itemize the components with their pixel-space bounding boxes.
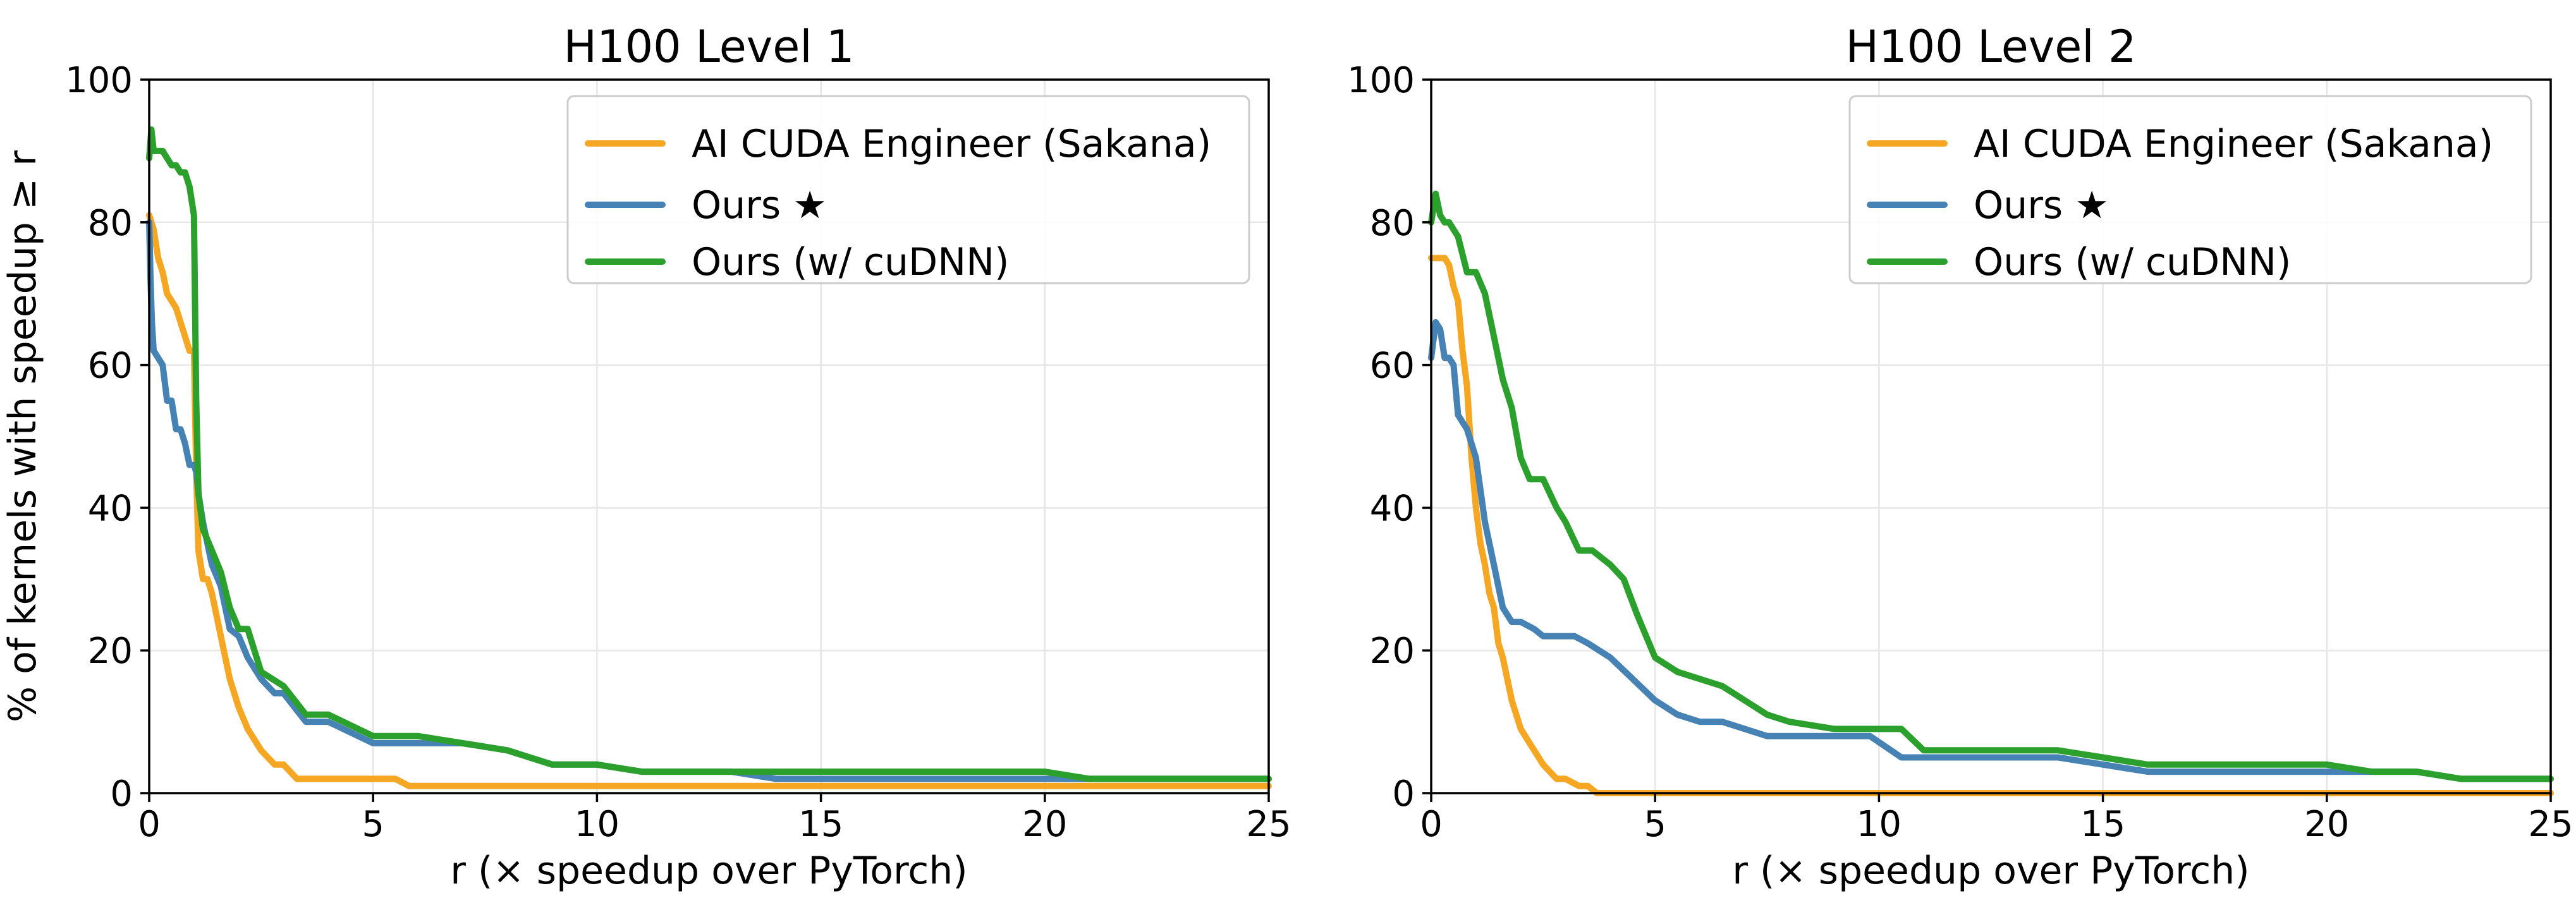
x-tick-label: 5 [362, 804, 384, 845]
axis-ticks: 0 5 10 15 20 25 0 20 40 60 80 100 [1347, 60, 2573, 845]
axis-ticks: 0 5 10 15 20 25 0 20 40 60 80 100 [65, 60, 1291, 845]
y-tick-label: 0 [1392, 774, 1415, 815]
plot-frame [1430, 78, 2552, 794]
y-tick-label: 60 [88, 346, 133, 387]
x-tick-label: 20 [2304, 804, 2349, 845]
y-tick-label: 40 [88, 488, 133, 529]
y-tick-label: 80 [1370, 203, 1415, 244]
chart-panel-level-2: 0 5 10 15 20 25 0 20 40 60 80 100 H100 Level 2 r (×… [1347, 21, 2573, 893]
y-tick-label: 100 [1347, 60, 1415, 101]
y-tick-label: 40 [1370, 488, 1415, 529]
series-line-ours [1428, 319, 2554, 782]
x-tick-label: 15 [798, 804, 843, 845]
legend-label-ours: Ours ★ [692, 183, 827, 228]
legend: AI CUDA Engineer (Sakana) Ours ★ Ours (w… [566, 95, 1250, 284]
legend-box [1848, 95, 2532, 284]
plot-frame [148, 78, 1270, 794]
series-line-ours-cudnn [146, 126, 1272, 782]
y-tick-label: 0 [110, 774, 133, 815]
legend: AI CUDA Engineer (Sakana) Ours ★ Ours (w… [1848, 95, 2532, 284]
x-tick-label: 25 [1246, 804, 1291, 845]
legend-box [566, 95, 1250, 284]
legend-label-sakana: AI CUDA Engineer (Sakana) [1974, 122, 2493, 166]
y-tick-label: 100 [65, 60, 133, 101]
x-tick-label: 0 [1420, 804, 1443, 845]
y-axis-label: % of kernels with speedup ≥ r [1, 150, 45, 722]
series-line-ours-cudnn [1428, 190, 2554, 782]
x-tick-label: 10 [1857, 804, 1901, 845]
y-tick-label: 80 [88, 203, 133, 244]
series-line-sakana [146, 212, 1272, 789]
legend-label-sakana: AI CUDA Engineer (Sakana) [692, 122, 1211, 166]
x-tick-label: 25 [2528, 804, 2573, 845]
chart-panel-level-1: 0 5 10 15 20 25 0 20 40 60 80 100 H100 Level 1 r (×… [1, 21, 1291, 893]
chart-title: H100 Level 1 [563, 21, 854, 73]
x-axis-label: r (× speedup over PyTorch) [1732, 849, 2249, 893]
x-tick-label: 10 [575, 804, 620, 845]
legend-label-ours-cudnn: Ours (w/ cuDNN) [1974, 240, 2291, 284]
x-tick-label: 0 [138, 804, 161, 845]
series-lines [146, 126, 1272, 789]
y-tick-label: 20 [88, 631, 133, 672]
x-tick-label: 15 [2080, 804, 2125, 845]
x-tick-label: 5 [1644, 804, 1666, 845]
x-axis-label: r (× speedup over PyTorch) [450, 849, 967, 893]
legend-label-ours-cudnn: Ours (w/ cuDNN) [692, 240, 1009, 284]
x-tick-label: 20 [1022, 804, 1067, 845]
y-tick-label: 20 [1370, 631, 1415, 672]
y-tick-label: 60 [1370, 346, 1415, 387]
chart-title: H100 Level 2 [1845, 21, 2136, 73]
legend-label-ours: Ours ★ [1974, 183, 2109, 228]
